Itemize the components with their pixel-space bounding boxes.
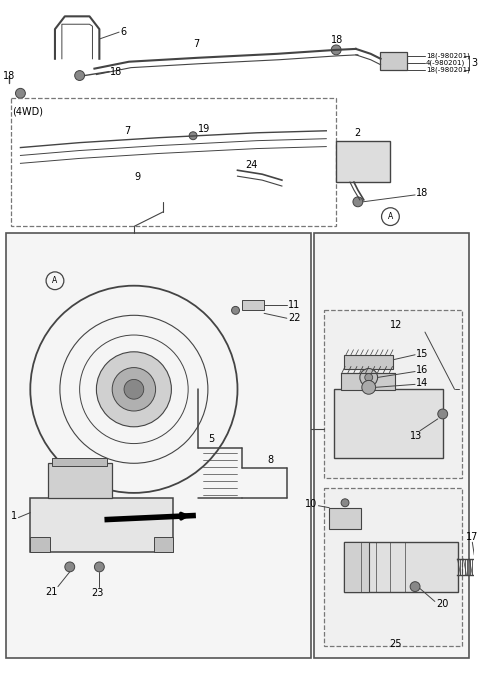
Circle shape xyxy=(353,197,363,207)
Text: 12: 12 xyxy=(390,320,403,330)
Text: 17: 17 xyxy=(467,532,479,543)
Text: 13: 13 xyxy=(410,431,422,441)
Text: 11: 11 xyxy=(288,301,300,311)
Bar xyxy=(48,463,112,498)
Text: 6: 6 xyxy=(120,27,126,37)
Bar xyxy=(154,537,173,552)
Text: (4WD): (4WD) xyxy=(12,106,44,116)
Bar xyxy=(341,373,396,390)
Bar xyxy=(344,542,369,592)
Text: 18: 18 xyxy=(331,35,344,45)
Circle shape xyxy=(75,71,84,80)
Circle shape xyxy=(438,409,448,419)
Text: 10: 10 xyxy=(305,499,317,509)
Text: 23: 23 xyxy=(92,588,104,598)
Bar xyxy=(380,52,407,69)
Bar xyxy=(336,141,390,182)
Text: 19: 19 xyxy=(198,124,210,134)
Text: 14: 14 xyxy=(416,378,428,388)
Text: 18: 18 xyxy=(3,71,15,80)
Text: 5: 5 xyxy=(208,433,214,443)
FancyBboxPatch shape xyxy=(314,233,469,658)
Text: 9: 9 xyxy=(134,172,140,182)
FancyBboxPatch shape xyxy=(324,488,462,646)
Circle shape xyxy=(410,582,420,592)
Bar xyxy=(329,508,361,529)
Bar xyxy=(344,355,394,369)
Text: 18: 18 xyxy=(416,188,428,198)
Circle shape xyxy=(189,132,197,140)
Text: A: A xyxy=(388,212,393,221)
Circle shape xyxy=(15,88,25,98)
Circle shape xyxy=(362,380,376,394)
Circle shape xyxy=(124,379,144,399)
Text: 22: 22 xyxy=(288,313,300,324)
Text: 1: 1 xyxy=(11,511,17,520)
FancyBboxPatch shape xyxy=(6,233,312,658)
Text: A: A xyxy=(52,276,58,285)
Text: 2: 2 xyxy=(354,128,360,137)
Circle shape xyxy=(360,369,378,386)
Bar xyxy=(242,301,264,310)
Bar xyxy=(30,498,173,552)
FancyBboxPatch shape xyxy=(324,310,462,478)
Text: 7: 7 xyxy=(124,126,130,135)
Bar xyxy=(344,542,457,592)
Circle shape xyxy=(96,352,171,427)
Circle shape xyxy=(65,562,75,572)
Text: 4(-980201): 4(-980201) xyxy=(426,59,465,66)
Bar xyxy=(334,390,443,458)
Text: 21: 21 xyxy=(45,586,58,596)
Text: 8: 8 xyxy=(267,456,273,465)
Circle shape xyxy=(331,45,341,55)
Text: 18: 18 xyxy=(110,67,122,77)
Circle shape xyxy=(231,307,240,314)
Bar xyxy=(52,458,107,466)
Bar xyxy=(30,537,50,552)
Text: 3: 3 xyxy=(471,58,478,67)
Text: 15: 15 xyxy=(416,348,429,359)
Circle shape xyxy=(95,562,104,572)
Circle shape xyxy=(365,373,372,381)
Text: 18(-980201): 18(-980201) xyxy=(426,53,470,59)
Text: 7: 7 xyxy=(193,39,199,49)
Circle shape xyxy=(112,367,156,411)
Text: 24: 24 xyxy=(245,160,258,171)
Text: 25: 25 xyxy=(389,639,402,649)
Text: 20: 20 xyxy=(436,599,448,609)
Text: 18(-980201): 18(-980201) xyxy=(426,66,470,73)
Circle shape xyxy=(341,499,349,507)
Text: 16: 16 xyxy=(416,365,428,375)
